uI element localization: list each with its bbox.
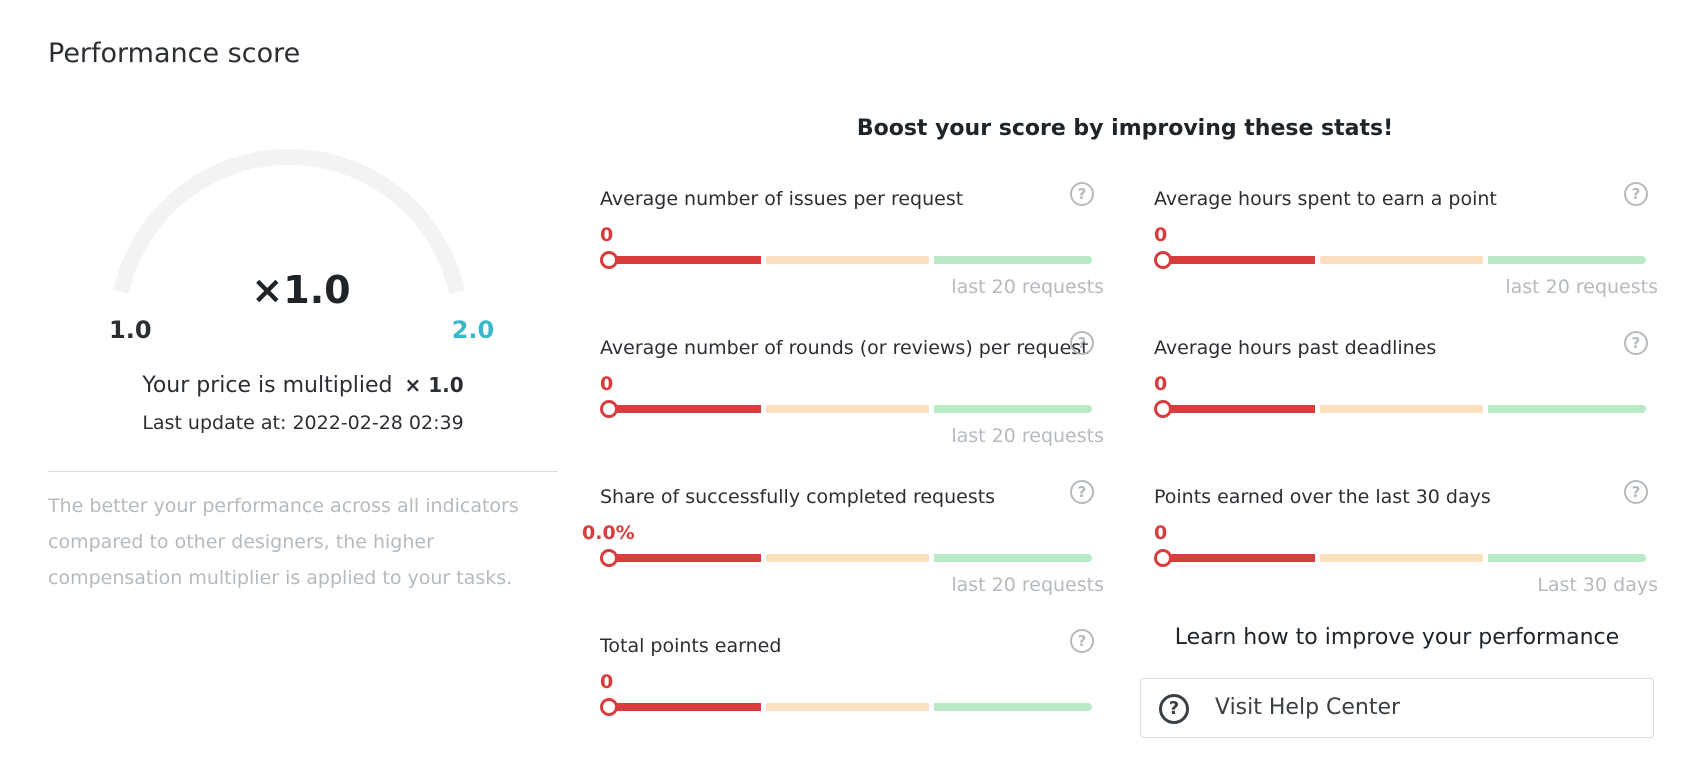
bar-segment-good (934, 256, 1092, 264)
bar-segment-bad (1160, 554, 1315, 562)
bar-segment-medium (1320, 554, 1483, 562)
stat-label: Average number of rounds (or reviews) pe… (600, 337, 1089, 359)
question-circle-icon: ? (1159, 694, 1189, 724)
stat-caption: last 20 requests (1505, 276, 1658, 298)
page-title: Performance score (48, 38, 301, 69)
visit-help-center-button[interactable]: ? Visit Help Center (1140, 678, 1654, 738)
divider (48, 471, 558, 472)
stat-value: 0.0% (582, 522, 635, 544)
stat-value: 0 (1154, 522, 1168, 544)
bar-segment-bad (1160, 405, 1315, 413)
stat-success-share: Share of successfully completed requests… (582, 480, 1104, 626)
stat-label: Total points earned (600, 635, 782, 657)
stat-value: 0 (1154, 373, 1168, 395)
bar-segment-bad (606, 554, 761, 562)
stat-value: 0 (600, 373, 614, 395)
bar-knob (1154, 400, 1172, 418)
stat-bar (600, 549, 1092, 567)
stat-bar (600, 698, 1092, 716)
bar-segment-bad (1160, 256, 1315, 264)
stat-caption: last 20 requests (951, 425, 1104, 447)
score-description: The better your performance across all i… (48, 495, 519, 589)
bar-segment-good (934, 405, 1092, 413)
stat-label: Average hours spent to earn a point (1154, 188, 1497, 210)
visit-help-center-label: Visit Help Center (1215, 695, 1401, 720)
help-icon[interactable]: ? (1624, 182, 1648, 206)
last-update: Last update at: 2022-02-28 02:39 (142, 412, 464, 434)
stat-points-30-days: Points earned over the last 30 days ? 0 … (1140, 480, 1658, 626)
boost-title: Boost your score by improving these stat… (856, 116, 1394, 141)
bar-segment-bad (606, 405, 761, 413)
stat-rounds-per-request: Average number of rounds (or reviews) pe… (586, 331, 1104, 477)
stat-hours-per-point: Average hours spent to earn a point ? 0 … (1140, 182, 1658, 328)
bar-segment-medium (766, 256, 929, 264)
help-icon[interactable]: ? (1624, 331, 1648, 355)
stat-caption: Last 30 days (1537, 574, 1658, 596)
bar-segment-good (1488, 405, 1646, 413)
stat-bar (1154, 549, 1646, 567)
stat-bar (600, 251, 1092, 269)
bar-segment-medium (1320, 256, 1483, 264)
stat-hours-past-deadlines: Average hours past deadlines ? 0 (1140, 331, 1658, 477)
gauge-value: ×1.0 (251, 268, 351, 312)
stat-label: Points earned over the last 30 days (1154, 486, 1491, 508)
gauge-min-label: 1.0 (109, 316, 152, 344)
stat-label: Average hours past deadlines (1154, 337, 1437, 359)
learn-title: Learn how to improve your performance (1174, 625, 1620, 650)
stat-bar (600, 400, 1092, 418)
stat-caption: last 20 requests (951, 574, 1104, 596)
bar-segment-good (1488, 256, 1646, 264)
bar-segment-good (1488, 554, 1646, 562)
help-icon[interactable]: ? (1070, 182, 1094, 206)
bar-segment-medium (766, 554, 929, 562)
price-multiplier-line: Your price is multiplied × 1.0 (48, 373, 558, 398)
bar-knob (600, 251, 618, 269)
bar-knob (600, 698, 618, 716)
stat-bar (1154, 400, 1646, 418)
gauge-max-label: 2.0 (451, 316, 495, 344)
bar-segment-medium (766, 703, 929, 711)
bar-knob (600, 400, 618, 418)
stat-bar (1154, 251, 1646, 269)
stat-label: Average number of issues per request (600, 188, 964, 210)
bar-segment-bad (606, 703, 761, 711)
bar-segment-medium (1320, 405, 1483, 413)
bar-knob (600, 549, 618, 567)
bar-knob (1154, 549, 1172, 567)
bar-segment-good (934, 703, 1092, 711)
score-gauge: ×1.0 1.0 2.0 (109, 120, 494, 350)
stat-value: 0 (600, 224, 614, 246)
stat-value: 0 (1154, 224, 1168, 246)
stat-issues-per-request: Average number of issues per request ? 0… (586, 182, 1104, 328)
price-multiplier: × 1.0 (404, 373, 464, 397)
stat-value: 0 (600, 671, 614, 693)
help-icon[interactable]: ? (1070, 331, 1094, 355)
gauge-arc (113, 148, 465, 294)
stat-total-points: Total points earned ? 0 (586, 629, 1104, 769)
price-text: Your price is multiplied (142, 373, 393, 398)
stat-caption: last 20 requests (951, 276, 1104, 298)
help-icon[interactable]: ? (1070, 629, 1094, 653)
help-icon[interactable]: ? (1070, 480, 1094, 504)
bar-knob (1154, 251, 1172, 269)
bar-segment-bad (606, 256, 761, 264)
bar-segment-good (934, 554, 1092, 562)
bar-segment-medium (766, 405, 929, 413)
help-icon[interactable]: ? (1624, 480, 1648, 504)
stat-label: Share of successfully completed requests (600, 486, 996, 508)
